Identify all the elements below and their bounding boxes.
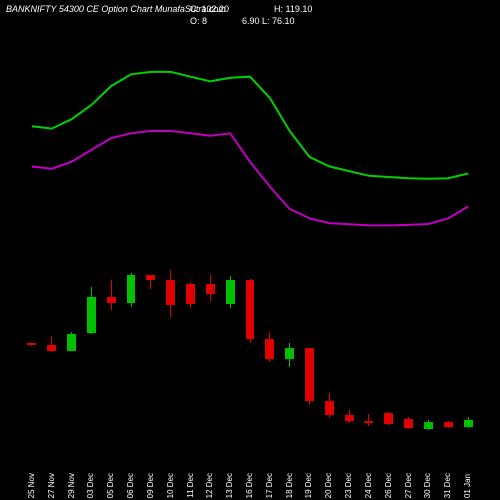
x-tick-label: 01 Jan — [463, 474, 472, 498]
x-tick-label: 13 Dec — [225, 473, 234, 498]
x-tick-label: 19 Dec — [304, 473, 313, 498]
candle-body — [107, 297, 116, 304]
ohlc-h-value: 119.10 — [286, 4, 313, 14]
candle-body — [246, 280, 255, 339]
x-tick-label: 25 Nov — [27, 473, 36, 498]
x-tick-label: 20 Dec — [324, 473, 333, 498]
chart-container: BANKNIFTY 54300 CE Option Chart MunafaSu… — [0, 0, 500, 500]
candle-body — [146, 275, 155, 280]
candle-body — [226, 280, 235, 305]
ohlc-h-label: H: — [274, 4, 283, 14]
x-tick-label: 30 Dec — [423, 473, 432, 498]
x-tick-label: 12 Dec — [205, 473, 214, 498]
candle-body — [47, 345, 56, 351]
candle-body — [384, 413, 393, 424]
candle-body — [127, 275, 136, 303]
candle-body — [166, 280, 175, 304]
candle-body — [186, 284, 195, 303]
candle-body — [305, 348, 314, 401]
x-tick-label: 26 Dec — [384, 473, 393, 498]
candle-body — [265, 339, 274, 359]
candle-body — [345, 415, 354, 421]
indicator-lines — [22, 20, 478, 445]
x-tick-label: 10 Dec — [166, 473, 175, 498]
x-tick-label: 11 Dec — [186, 473, 195, 498]
plot-area — [22, 20, 478, 445]
candle-body — [464, 420, 473, 427]
x-tick-label: 27 Nov — [47, 473, 56, 498]
x-tick-label: 29 Nov — [67, 473, 76, 498]
x-tick-label: 17 Dec — [265, 473, 274, 498]
x-tick-label: 09 Dec — [146, 473, 155, 498]
candle-body — [206, 284, 215, 293]
x-tick-label: 16 Dec — [245, 473, 254, 498]
candle-body — [444, 422, 453, 427]
x-tick-label: 31 Dec — [443, 473, 452, 498]
x-tick-label: 06 Dec — [126, 473, 135, 498]
candle-body — [364, 421, 373, 423]
candle-wick — [368, 414, 369, 426]
candle-body — [285, 348, 294, 359]
candle-body — [404, 419, 413, 428]
candle-wick — [111, 280, 112, 311]
ohlc-c-label: C: — [190, 4, 199, 14]
x-tick-label: 18 Dec — [285, 473, 294, 498]
x-tick-label: 23 Dec — [344, 473, 353, 498]
x-tick-label: 24 Dec — [364, 473, 373, 498]
candle-body — [27, 343, 36, 344]
x-tick-label: 03 Dec — [86, 473, 95, 498]
ohlc-h: H: 119.10 — [274, 4, 312, 14]
ohlc-c: C: 102.20 — [190, 4, 229, 14]
candle-body — [87, 297, 96, 332]
ohlc-c-value: 102.20 — [202, 4, 230, 14]
candle-body — [67, 334, 76, 351]
candle-body — [325, 401, 334, 415]
x-tick-label: 05 Dec — [106, 473, 115, 498]
candle-body — [424, 422, 433, 429]
x-tick-label: 27 Dec — [404, 473, 413, 498]
x-axis-labels: 25 Nov 27 Nov 29 Nov 03 Dec 05 Dec 06 Dec 09 D… — [22, 448, 478, 498]
